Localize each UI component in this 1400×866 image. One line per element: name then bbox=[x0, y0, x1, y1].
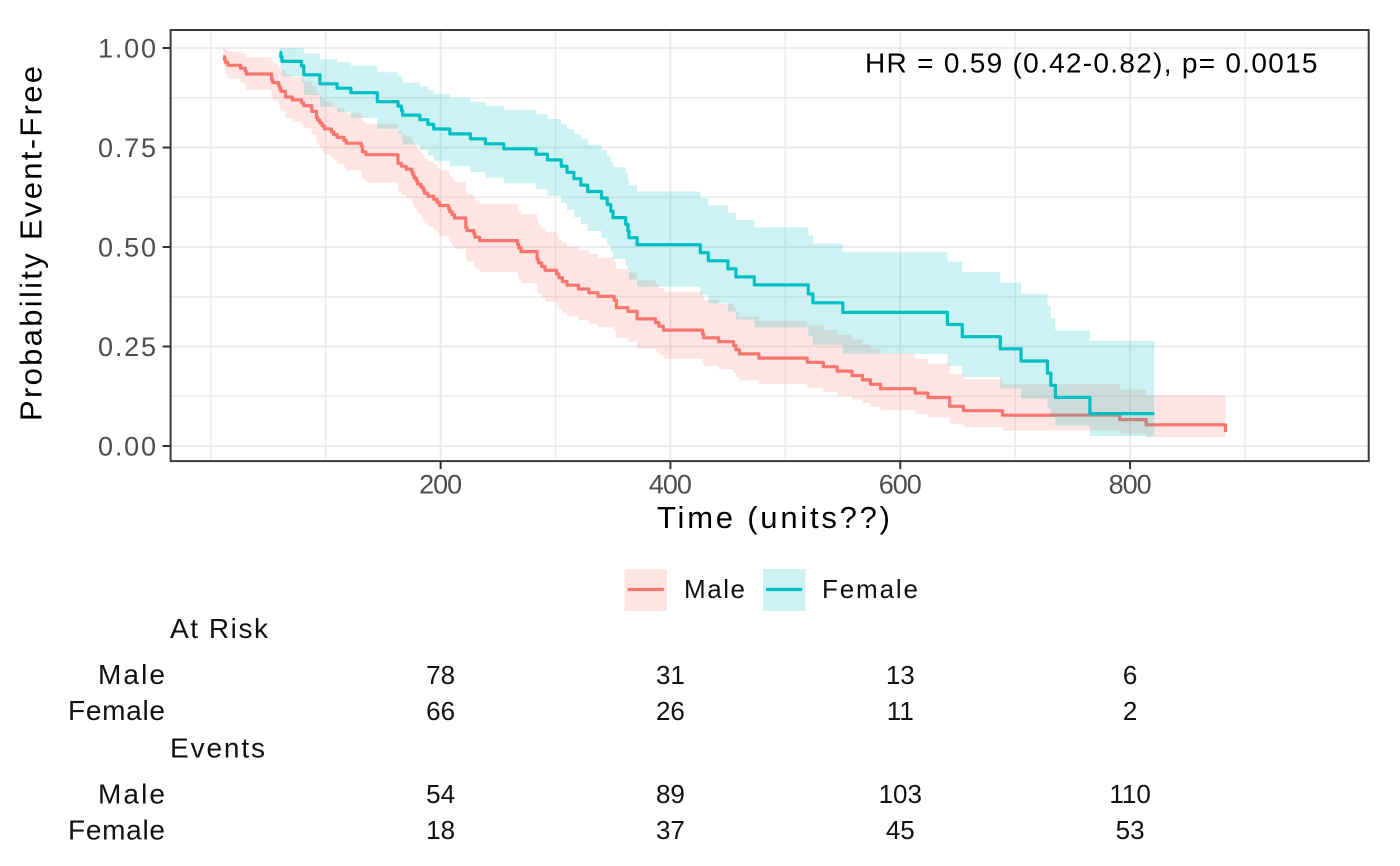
svg-text:Probability Event-Free: Probability Event-Free bbox=[14, 66, 49, 421]
svg-text:11: 11 bbox=[887, 696, 914, 726]
svg-text:78: 78 bbox=[426, 660, 455, 690]
svg-text:800: 800 bbox=[1109, 469, 1152, 499]
svg-text:Male: Male bbox=[684, 574, 745, 604]
svg-text:Male: Male bbox=[98, 779, 165, 810]
svg-text:45: 45 bbox=[886, 815, 915, 845]
svg-text:110: 110 bbox=[1109, 779, 1150, 809]
svg-text:Male: Male bbox=[98, 659, 165, 690]
svg-text:400: 400 bbox=[649, 469, 692, 499]
svg-text:6: 6 bbox=[1123, 660, 1137, 690]
svg-text:18: 18 bbox=[426, 815, 455, 845]
svg-text:103: 103 bbox=[879, 779, 922, 809]
svg-text:Time (units??): Time (units??) bbox=[657, 500, 890, 535]
svg-text:89: 89 bbox=[656, 779, 685, 809]
svg-text:600: 600 bbox=[879, 469, 922, 499]
svg-text:0.75: 0.75 bbox=[98, 133, 156, 163]
svg-text:0.00: 0.00 bbox=[98, 432, 156, 462]
svg-text:31: 31 bbox=[656, 660, 685, 690]
svg-text:200: 200 bbox=[419, 469, 462, 499]
svg-text:Female: Female bbox=[822, 574, 918, 604]
svg-text:Female: Female bbox=[68, 815, 165, 846]
svg-text:2: 2 bbox=[1123, 696, 1137, 726]
svg-text:54: 54 bbox=[426, 779, 455, 809]
svg-text:53: 53 bbox=[1116, 815, 1145, 845]
svg-text:37: 37 bbox=[656, 815, 685, 845]
svg-text:0.25: 0.25 bbox=[98, 332, 156, 362]
svg-text:66: 66 bbox=[426, 696, 455, 726]
svg-text:HR = 0.59 (0.42-0.82), p= 0.00: HR = 0.59 (0.42-0.82), p= 0.0015 bbox=[865, 48, 1318, 79]
svg-text:Events: Events bbox=[170, 733, 265, 764]
svg-text:13: 13 bbox=[886, 660, 915, 690]
svg-text:At Risk: At Risk bbox=[170, 613, 269, 644]
svg-text:Female: Female bbox=[68, 695, 165, 726]
svg-text:1.00: 1.00 bbox=[98, 34, 156, 64]
svg-text:0.50: 0.50 bbox=[98, 233, 156, 263]
svg-text:26: 26 bbox=[656, 696, 685, 726]
